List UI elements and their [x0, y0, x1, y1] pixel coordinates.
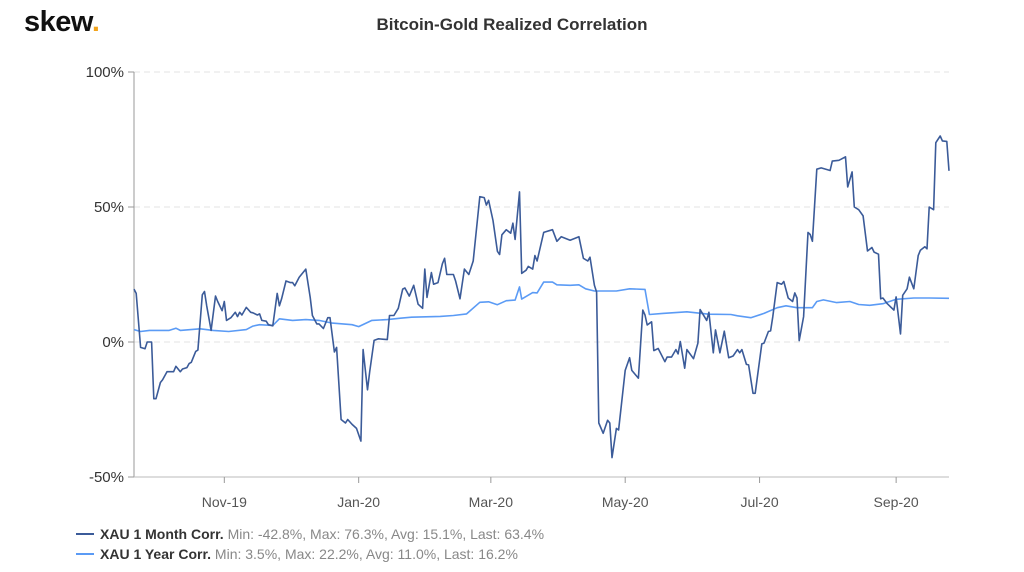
x-tick-label: Sep-20: [874, 494, 919, 510]
series-line-0: [133, 135, 950, 459]
y-tick-label: 50%: [94, 199, 124, 216]
logo-text: skew: [24, 6, 92, 38]
series-line-1: [133, 281, 950, 333]
legend-swatch: [76, 553, 94, 556]
x-tick-label: Jan-20: [337, 494, 380, 510]
legend-series-name: XAU 1 Year Corr.: [100, 546, 212, 562]
legend-series-stats: Min: 3.5%, Max: 22.2%, Avg: 11.0%, Last:…: [214, 546, 518, 562]
y-tick-label: -50%: [89, 469, 124, 486]
x-tick-label: May-20: [602, 494, 649, 510]
x-tick-label: Jul-20: [740, 494, 778, 510]
legend-series-name: XAU 1 Month Corr.: [100, 526, 224, 542]
skew-logo: skew.: [24, 6, 100, 39]
legend-item-1-year[interactable]: XAU 1 Year Corr. Min: 3.5%, Max: 22.2%, …: [76, 546, 518, 562]
legend-series-stats: Min: -42.8%, Max: 76.3%, Avg: 15.1%, Las…: [227, 526, 545, 542]
y-tick-label: 100%: [86, 64, 124, 81]
logo-dot: .: [91, 6, 100, 38]
x-tick-label: Nov-19: [202, 494, 247, 510]
chart-title: Bitcoin-Gold Realized Correlation: [376, 15, 648, 34]
legend-item-1-month[interactable]: XAU 1 Month Corr. Min: -42.8%, Max: 76.3…: [76, 526, 544, 542]
x-tick-label: Mar-20: [469, 494, 514, 510]
legend-swatch: [76, 533, 94, 536]
y-tick-label: 0%: [102, 334, 124, 351]
